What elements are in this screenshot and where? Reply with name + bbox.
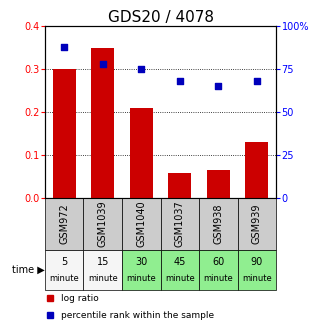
Point	[216, 84, 221, 89]
Text: GSM1039: GSM1039	[98, 201, 108, 247]
Text: minute: minute	[242, 274, 272, 283]
Bar	[168, 173, 191, 198]
Text: GSM1040: GSM1040	[136, 201, 146, 247]
Bar	[160, 250, 199, 290]
Text: minute: minute	[126, 274, 156, 283]
Text: GSM939: GSM939	[252, 204, 262, 244]
Text: GSM972: GSM972	[59, 204, 69, 244]
Text: 60: 60	[212, 257, 224, 267]
Text: 30: 30	[135, 257, 147, 267]
Bar	[238, 250, 276, 290]
Point	[62, 44, 67, 49]
Text: percentile rank within the sample: percentile rank within the sample	[61, 311, 214, 320]
Bar	[130, 108, 153, 198]
Bar	[245, 142, 268, 198]
Bar	[91, 48, 114, 198]
Text: 45: 45	[174, 257, 186, 267]
Point	[254, 78, 259, 84]
Point	[139, 66, 144, 72]
Bar	[83, 250, 122, 290]
Bar	[83, 198, 122, 250]
Point	[177, 78, 182, 84]
Text: GSM1037: GSM1037	[175, 201, 185, 248]
Bar	[45, 250, 83, 290]
Text: 5: 5	[61, 257, 67, 267]
Bar	[199, 198, 238, 250]
Text: 15: 15	[97, 257, 109, 267]
Bar	[122, 198, 160, 250]
Text: minute: minute	[49, 274, 79, 283]
Bar	[122, 250, 160, 290]
Bar	[199, 250, 238, 290]
Bar	[238, 198, 276, 250]
Title: GDS20 / 4078: GDS20 / 4078	[108, 10, 213, 25]
Text: minute: minute	[204, 274, 233, 283]
Text: log ratio: log ratio	[61, 294, 99, 303]
Bar	[207, 170, 230, 198]
Text: minute: minute	[165, 274, 195, 283]
Bar	[53, 69, 76, 198]
Point	[100, 61, 105, 67]
Text: GSM938: GSM938	[213, 204, 223, 244]
Text: minute: minute	[88, 274, 117, 283]
Bar	[45, 198, 83, 250]
Bar	[160, 198, 199, 250]
Text: time ▶: time ▶	[12, 265, 45, 275]
Text: 90: 90	[251, 257, 263, 267]
